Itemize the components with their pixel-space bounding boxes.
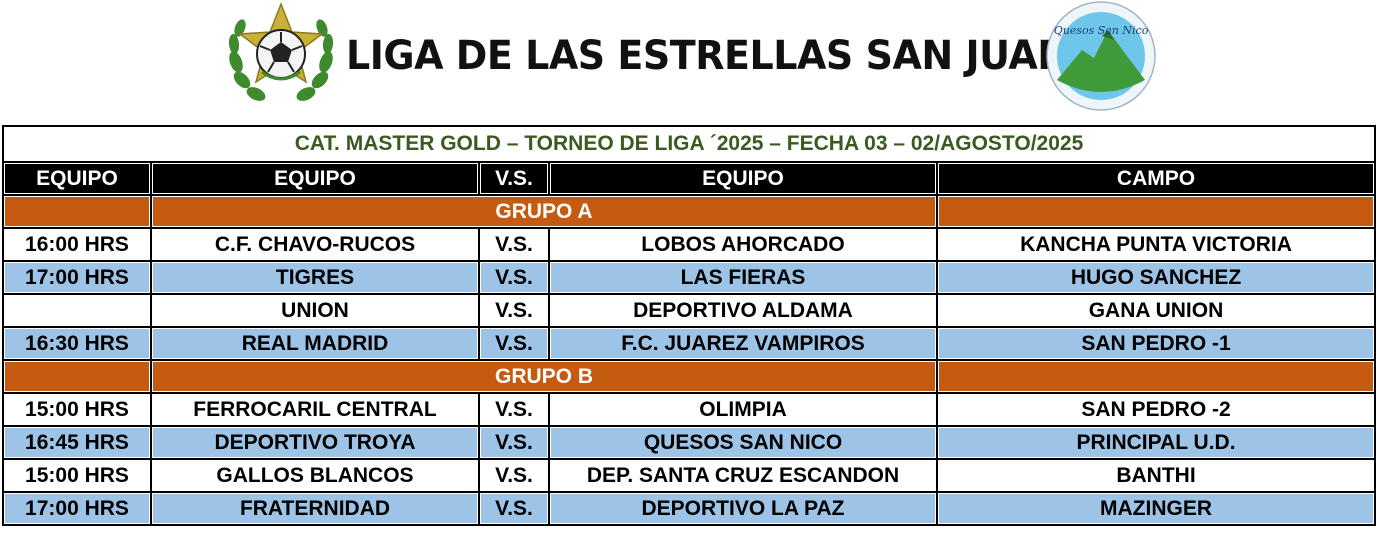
match-home-team: FERROCARIL CENTRAL bbox=[150, 392, 480, 427]
match-home-team: TIGRES bbox=[150, 260, 480, 295]
match-vs: V.S. bbox=[478, 293, 550, 328]
match-field: KANCHA PUNTA VICTORIA bbox=[935, 227, 1376, 262]
match-home-team: UNION bbox=[150, 293, 480, 328]
match-vs: V.S. bbox=[478, 227, 550, 262]
match-row: 17:00 HRS TIGRES V.S. LAS FIERAS HUGO SA… bbox=[2, 260, 1376, 295]
match-home-team: C.F. CHAVO-RUCOS bbox=[150, 227, 480, 262]
match-away-team: DEPORTIVO LA PAZ bbox=[548, 491, 938, 526]
match-row: 16:45 HRS DEPORTIVO TROYA V.S. QUESOS SA… bbox=[2, 425, 1376, 460]
match-time: 15:00 HRS bbox=[2, 392, 152, 427]
group-row: GRUPO B bbox=[2, 359, 1376, 394]
match-time bbox=[2, 293, 152, 328]
match-time: 17:00 HRS bbox=[2, 491, 152, 526]
match-home-team: DEPORTIVO TROYA bbox=[150, 425, 480, 460]
soccer-ball-star-laurel-icon bbox=[228, 2, 334, 101]
match-away-team: DEPORTIVO ALDAMA bbox=[548, 293, 938, 328]
match-vs: V.S. bbox=[478, 491, 550, 526]
header-row: EQUIPO EQUIPO V.S. EQUIPO CAMPO bbox=[2, 161, 1376, 196]
match-time: 16:45 HRS bbox=[2, 425, 152, 460]
header-vs: V.S. bbox=[478, 161, 550, 196]
group-row: GRUPO A bbox=[2, 194, 1376, 229]
match-time: 16:30 HRS bbox=[2, 326, 152, 361]
match-vs: V.S. bbox=[478, 458, 550, 493]
match-field: PRINCIPAL U.D. bbox=[935, 425, 1376, 460]
match-row: UNION V.S. DEPORTIVO ALDAMA GANA UNION bbox=[2, 293, 1376, 328]
group-spacer bbox=[935, 359, 1376, 394]
match-away-team: LAS FIERAS bbox=[548, 260, 938, 295]
match-field: SAN PEDRO -2 bbox=[935, 392, 1376, 427]
league-title: LIGA DE LAS ESTRELLAS SAN JUAN bbox=[346, 33, 1069, 79]
match-row: 17:00 HRS FRATERNIDAD V.S. DEPORTIVO LA … bbox=[2, 491, 1376, 526]
match-home-team: REAL MADRID bbox=[150, 326, 480, 361]
match-field: GANA UNION bbox=[935, 293, 1376, 328]
group-label: GRUPO A bbox=[150, 194, 938, 229]
match-vs: V.S. bbox=[478, 260, 550, 295]
match-away-team: DEP. SANTA CRUZ ESCANDON bbox=[548, 458, 938, 493]
header-equipo-home: EQUIPO bbox=[150, 161, 480, 196]
match-field: MAZINGER bbox=[935, 491, 1376, 526]
match-time: 16:00 HRS bbox=[2, 227, 152, 262]
page-header: LIGA DE LAS ESTRELLAS SAN JUAN Quesos Sa… bbox=[0, 0, 1376, 122]
match-time: 17:00 HRS bbox=[2, 260, 152, 295]
match-time: 15:00 HRS bbox=[2, 458, 152, 493]
match-field: HUGO SANCHEZ bbox=[935, 260, 1376, 295]
match-vs: V.S. bbox=[478, 425, 550, 460]
match-away-team: QUESOS SAN NICO bbox=[548, 425, 938, 460]
group-spacer bbox=[2, 194, 152, 229]
quesos-san-nico-logo: Quesos San Nico bbox=[1046, 1, 1156, 111]
match-row: 16:00 HRS C.F. CHAVO-RUCOS V.S. LOBOS AH… bbox=[2, 227, 1376, 262]
match-away-team: LOBOS AHORCADO bbox=[548, 227, 938, 262]
match-field: SAN PEDRO -1 bbox=[935, 326, 1376, 361]
match-away-team: F.C. JUAREZ VAMPIROS bbox=[548, 326, 938, 361]
match-home-team: GALLOS BLANCOS bbox=[150, 458, 480, 493]
svg-text:Quesos San Nico: Quesos San Nico bbox=[1054, 24, 1149, 37]
schedule-title-row: CAT. MASTER GOLD – TORNEO DE LIGA ´2025 … bbox=[1, 125, 1376, 163]
group-label: GRUPO B bbox=[150, 359, 938, 394]
match-row: 15:00 HRS GALLOS BLANCOS V.S. DEP. SANTA… bbox=[2, 458, 1376, 493]
match-vs: V.S. bbox=[478, 392, 550, 427]
group-spacer bbox=[935, 194, 1376, 229]
schedule-title: CAT. MASTER GOLD – TORNEO DE LIGA ´2025 … bbox=[1, 125, 1376, 163]
header-equipo-away: EQUIPO bbox=[548, 161, 938, 196]
group-spacer bbox=[2, 359, 152, 394]
match-home-team: FRATERNIDAD bbox=[150, 491, 480, 526]
match-row: 16:30 HRS REAL MADRID V.S. F.C. JUAREZ V… bbox=[2, 326, 1376, 361]
header-equipo-time: EQUIPO bbox=[2, 161, 152, 196]
match-row: 15:00 HRS FERROCARIL CENTRAL V.S. OLIMPI… bbox=[2, 392, 1376, 427]
header-campo: CAMPO bbox=[935, 161, 1376, 196]
match-away-team: OLIMPIA bbox=[548, 392, 938, 427]
match-field: BANTHI bbox=[935, 458, 1376, 493]
match-vs: V.S. bbox=[478, 326, 550, 361]
schedule-table: CAT. MASTER GOLD – TORNEO DE LIGA ´2025 … bbox=[1, 125, 1376, 526]
